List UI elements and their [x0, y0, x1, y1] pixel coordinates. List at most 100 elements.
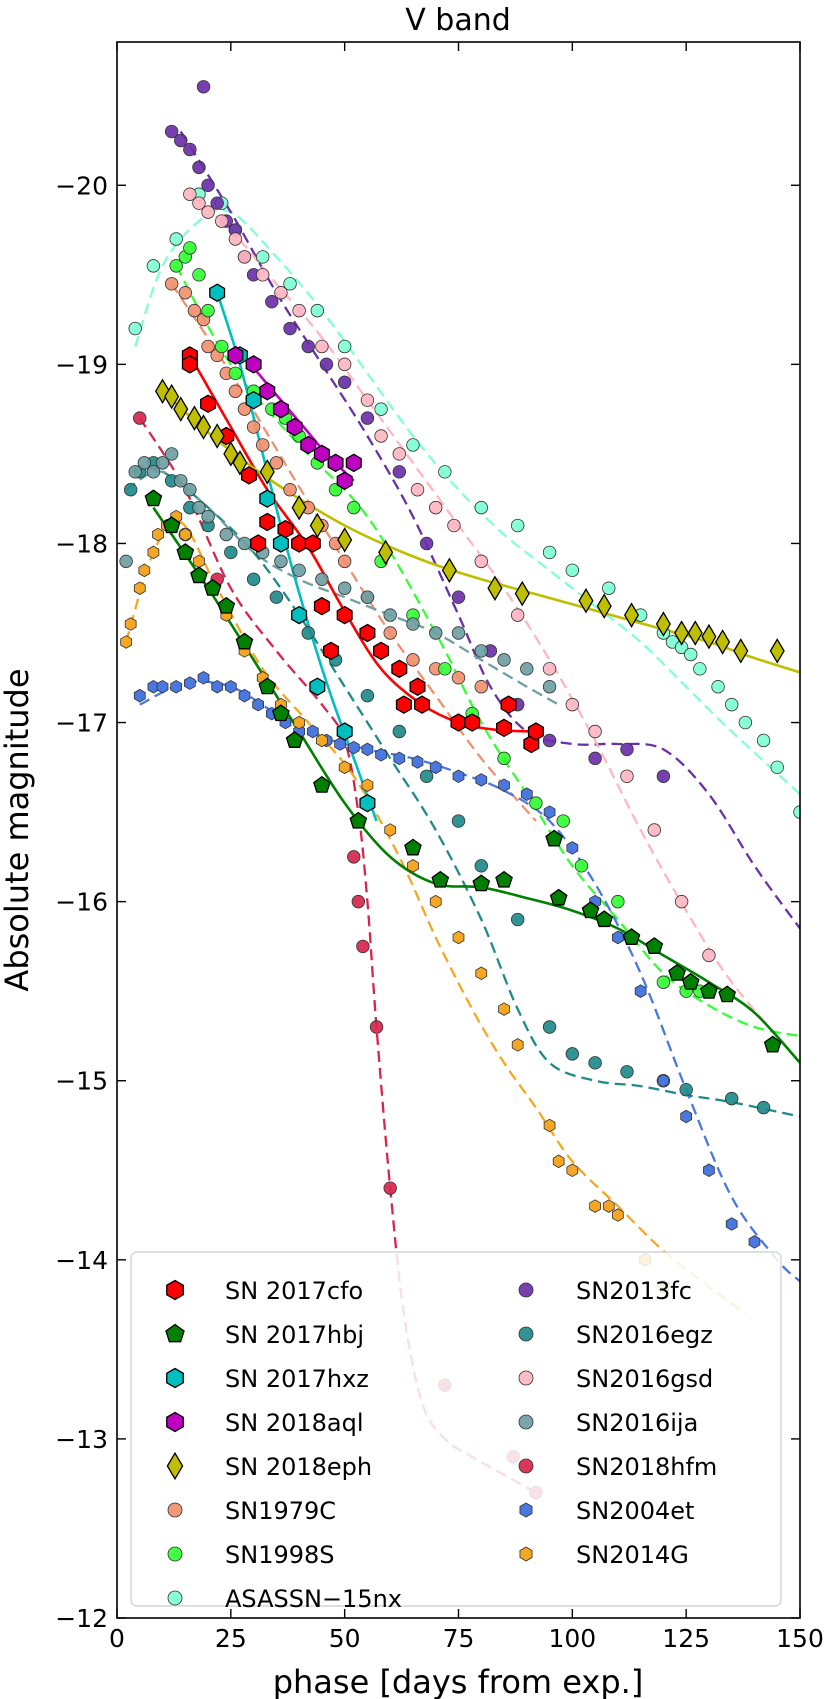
- point-sn2016gsd: [565, 697, 580, 712]
- point-sn-2017hbj: [144, 489, 163, 507]
- point-sn1979c: [228, 384, 243, 398]
- point-asassn-15nx: [474, 500, 488, 515]
- series-sn-2018eph: [154, 378, 785, 664]
- point-sn2004et: [520, 787, 533, 801]
- point-sn2016gsd: [274, 286, 288, 300]
- point-sn-2017hbj: [162, 516, 181, 534]
- point-sn-2017cfo: [323, 641, 340, 661]
- point-sn-2017hbj: [581, 901, 600, 919]
- point-sn-2017cfo: [373, 641, 390, 661]
- curve-sn2014g: [125, 519, 747, 1315]
- point-sn-2017hbj: [549, 888, 568, 906]
- point-sn2013fc: [183, 142, 197, 157]
- point-sn-2017hxz: [291, 605, 308, 625]
- point-sn-2017cfo: [409, 677, 426, 696]
- point-sn2004et: [452, 769, 465, 784]
- legend-entry-sn2016ija: SN2016ija: [518, 1409, 698, 1437]
- point-sn1998s: [497, 751, 511, 766]
- point-sn2016ija: [183, 483, 197, 497]
- point-sn2016ija: [337, 581, 352, 595]
- point-sn2016gsd: [215, 214, 229, 228]
- point-sn1979c: [164, 277, 179, 291]
- series-sn-2017hxz: [209, 283, 376, 813]
- point-asassn-15nx: [438, 465, 452, 479]
- point-sn-2018eph: [578, 588, 594, 614]
- x-tick-label: 100: [548, 1624, 596, 1653]
- point-sn2016ija: [315, 572, 329, 586]
- point-sn2016egz: [224, 545, 238, 560]
- point-sn2016egz: [725, 1091, 739, 1106]
- y-tick-label: −19: [55, 350, 108, 379]
- point-sn2013fc: [451, 590, 466, 604]
- point-sn-2017cfo: [359, 623, 376, 643]
- point-sn2016gsd: [588, 724, 602, 739]
- point-asassn-15nx: [146, 259, 161, 273]
- point-sn2014g: [133, 581, 146, 595]
- ticks-layer: 0 25 50 75 100 125 150 −12 −13 −14 −15 −16 −17 −18 −19…: [55, 42, 824, 1653]
- point-sn-2018aql: [313, 444, 330, 464]
- point-sn2004et: [411, 755, 424, 769]
- point-sn2016ija: [137, 456, 152, 470]
- point-sn2016egz: [474, 859, 488, 873]
- legend-entry-sn-2017hxz: SN 2017hxz: [166, 1365, 369, 1393]
- point-sn2016ija: [451, 626, 466, 640]
- legend-label-sn-2018aql: SN 2018aql: [225, 1409, 364, 1437]
- point-sn1979c: [283, 483, 297, 497]
- x-axis-label: phase [days from exp.]: [273, 1663, 644, 1699]
- point-sn2013fc: [588, 751, 602, 766]
- point-sn-2017cfo: [304, 534, 321, 553]
- point-sn-2017hbj: [190, 566, 208, 584]
- point-sn2016ija: [237, 536, 252, 551]
- series-sn2004et: [133, 671, 761, 1249]
- point-sn-2018aql: [272, 399, 289, 419]
- point-sn2013fc: [210, 196, 224, 210]
- point-sn-2017cfo: [336, 605, 353, 625]
- point-sn-2018aql: [327, 453, 344, 473]
- point-sn2013fc: [319, 357, 334, 372]
- point-sn2016ija: [219, 527, 233, 542]
- point-sn2004et: [170, 679, 183, 694]
- point-sn-2018eph: [715, 629, 731, 655]
- point-sn-2017hbj: [595, 910, 614, 928]
- point-sn2013fc: [301, 339, 315, 354]
- point-sn-2017hbj: [472, 874, 491, 892]
- point-sn-2018eph: [259, 459, 275, 485]
- point-sn2018hfm: [383, 1181, 397, 1195]
- point-sn1979c: [246, 420, 261, 434]
- point-sn-2017hbj: [313, 775, 331, 793]
- point-sn-2018eph: [223, 441, 239, 467]
- point-sn2016ija: [155, 456, 170, 470]
- point-sn2004et: [375, 748, 387, 762]
- point-sn2016ija: [474, 644, 488, 658]
- point-sn-2017cfo: [395, 695, 412, 714]
- point-sn1998s: [656, 975, 671, 989]
- point-sn-2018eph: [701, 623, 717, 650]
- point-sn2004et: [748, 1235, 761, 1249]
- point-sn2016ija: [520, 662, 534, 676]
- legend-entry-sn2014g: SN2014G: [519, 1541, 689, 1569]
- point-sn-2017cfo: [414, 695, 431, 714]
- series-sn2016ija: [119, 447, 557, 694]
- point-asassn-15nx: [770, 760, 784, 775]
- point-sn-2017hbj: [431, 870, 450, 888]
- legend-marker-sn-2017hxz: [166, 1367, 184, 1389]
- point-sn2014g: [602, 1199, 615, 1213]
- point-asassn-15nx: [283, 277, 297, 291]
- point-sn2016ija: [164, 447, 179, 461]
- legend-entry-sn2016gsd: SN2016gsd: [518, 1365, 713, 1393]
- point-sn2016gsd: [292, 303, 306, 318]
- legend-entry-sn2018hfm: SN2018hfm: [518, 1453, 717, 1481]
- point-sn-2018eph: [655, 611, 671, 637]
- point-sn2016ija: [192, 500, 206, 515]
- point-sn-2018eph: [378, 539, 394, 566]
- point-sn2004et: [361, 742, 374, 757]
- point-sn1998s: [556, 814, 570, 828]
- legend-marker-sn2004et: [519, 1502, 533, 1518]
- point-sn2014g: [429, 894, 442, 909]
- legend-box: [130, 1251, 782, 1607]
- point-sn-2017hbj: [495, 870, 513, 888]
- point-asassn-15nx: [542, 545, 557, 560]
- point-sn1998s: [438, 662, 452, 676]
- point-sn2013fc: [192, 160, 206, 175]
- point-asassn-15nx: [565, 563, 580, 578]
